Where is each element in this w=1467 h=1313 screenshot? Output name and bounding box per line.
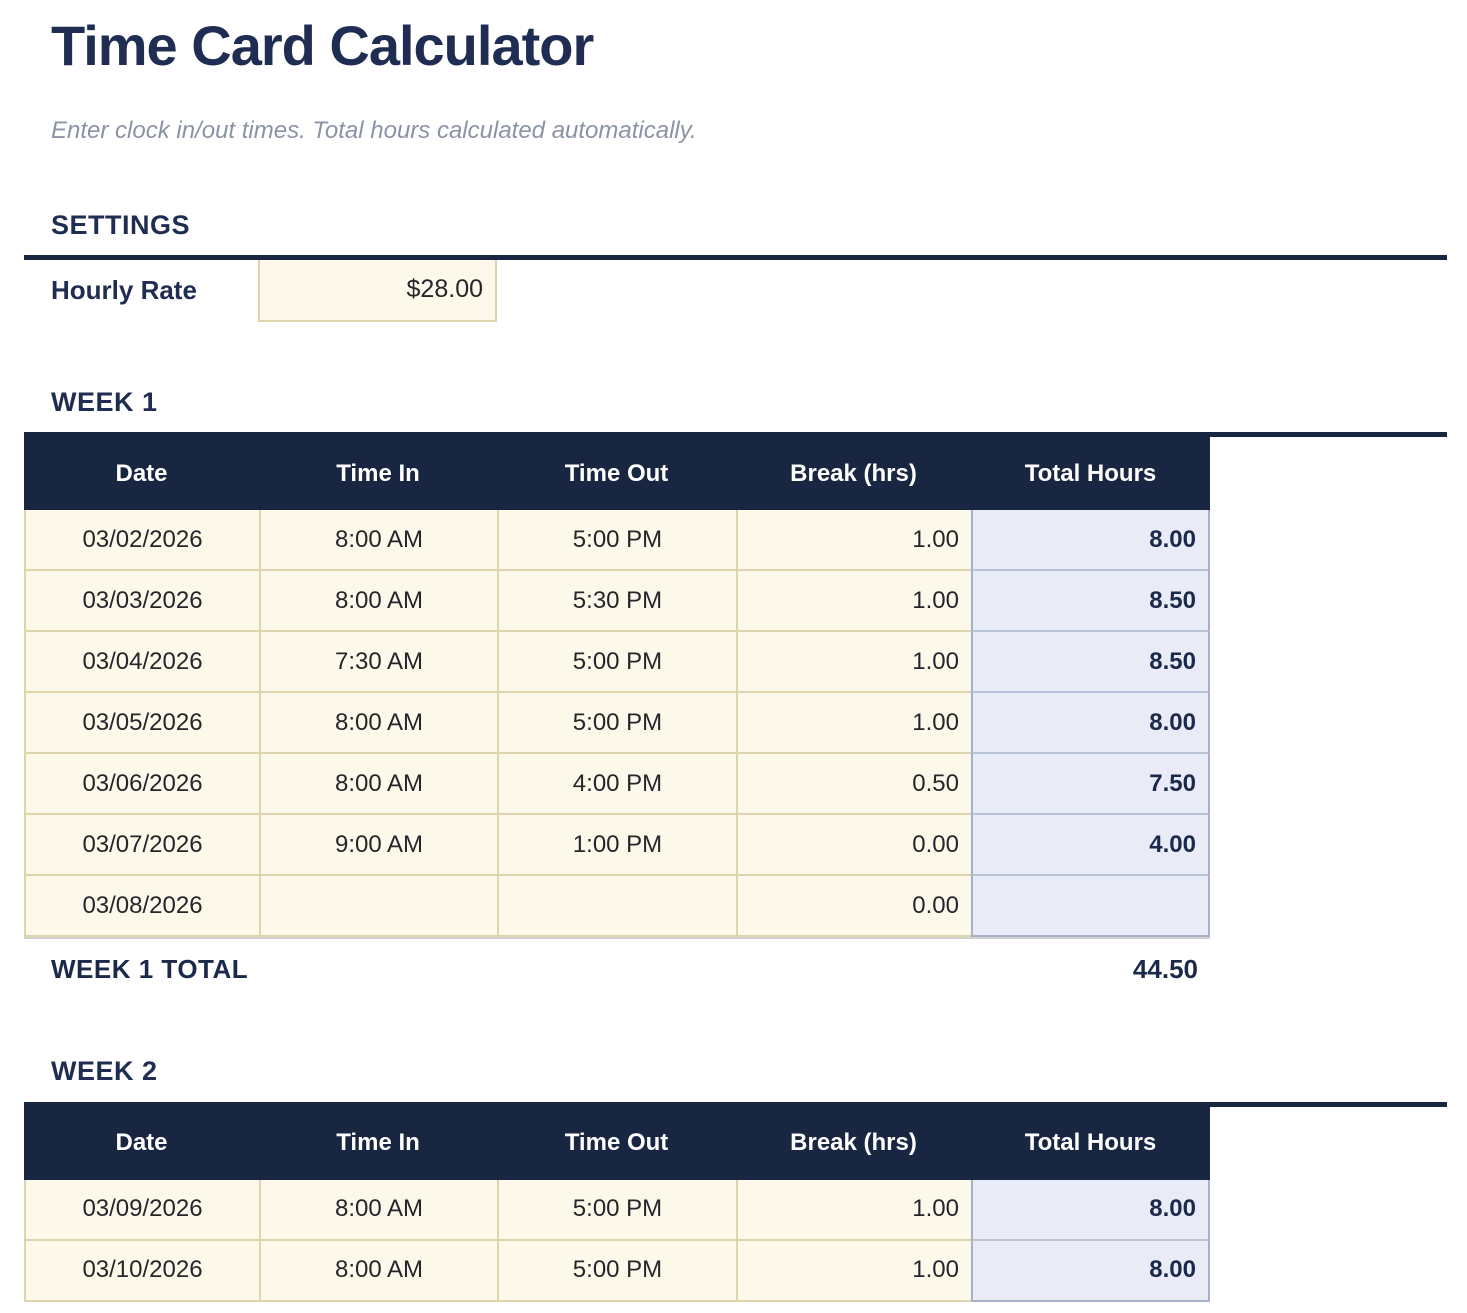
cell-total-hours: 8.50 (971, 571, 1210, 633)
hourly-rate-label: Hourly Rate (51, 275, 197, 306)
cell-time-out[interactable]: 1:00 PM (497, 815, 736, 877)
cell-total-hours: 7.50 (971, 754, 1210, 816)
table-row: 03/05/2026 8:00 AM 5:00 PM 1.00 8.00 (24, 693, 1210, 755)
cell-time-out[interactable]: 5:30 PM (497, 571, 736, 633)
week2-heading: WEEK 2 (51, 1056, 158, 1087)
cell-total-hours: 8.00 (971, 510, 1210, 572)
cell-time-out[interactable]: 5:00 PM (497, 693, 736, 755)
week1-table-wrap: Date Time In Time Out Break (hrs) Total … (24, 432, 1447, 938)
header-total-hours: Total Hours (971, 437, 1210, 511)
week1-total-value: 44.50 (1132, 953, 1198, 984)
header-date: Date (24, 1106, 259, 1180)
table-row: 03/08/2026 0.00 (24, 876, 1210, 938)
week2-table: Date Time In Time Out Break (hrs) Total … (24, 1106, 1210, 1302)
cell-date[interactable]: 03/02/2026 (24, 510, 259, 572)
cell-total-hours: 8.00 (971, 693, 1210, 755)
cell-break[interactable]: 1.00 (736, 632, 971, 694)
cell-time-in[interactable]: 9:00 AM (259, 815, 497, 877)
table-row: 03/02/2026 8:00 AM 5:00 PM 1.00 8.00 (24, 510, 1210, 572)
week1-heading: WEEK 1 (51, 386, 158, 417)
cell-time-out[interactable]: 4:00 PM (497, 754, 736, 816)
table-row: 03/03/2026 8:00 AM 5:30 PM 1.00 8.50 (24, 571, 1210, 633)
header-break: Break (hrs) (736, 1106, 971, 1180)
cell-total-hours: 8.00 (971, 1240, 1210, 1302)
cell-total-hours: 4.00 (971, 815, 1210, 877)
settings-block: Hourly Rate $28.00 (24, 254, 1447, 322)
settings-heading: SETTINGS (51, 210, 191, 241)
cell-time-out[interactable]: 5:00 PM (497, 1240, 736, 1302)
header-time-out: Time Out (497, 437, 736, 511)
cell-time-in[interactable]: 8:00 AM (259, 571, 497, 633)
cell-date[interactable]: 03/10/2026 (24, 1240, 259, 1302)
header-break: Break (hrs) (736, 437, 971, 511)
week1-total-row: WEEK 1 TOTAL 44.50 (24, 937, 1210, 999)
cell-break[interactable]: 0.50 (736, 754, 971, 816)
cell-date[interactable]: 03/06/2026 (24, 754, 259, 816)
cell-break[interactable]: 1.00 (736, 693, 971, 755)
cell-time-in[interactable]: 8:00 AM (259, 1179, 497, 1241)
table-row: 03/07/2026 9:00 AM 1:00 PM 0.00 4.00 (24, 815, 1210, 877)
cell-break[interactable]: 1.00 (736, 571, 971, 633)
cell-total-hours: 8.50 (971, 632, 1210, 694)
header-time-out: Time Out (497, 1106, 736, 1180)
cell-date[interactable]: 03/09/2026 (24, 1179, 259, 1241)
cell-time-out[interactable]: 5:00 PM (497, 632, 736, 694)
hourly-rate-input[interactable]: $28.00 (258, 259, 497, 322)
cell-time-in[interactable]: 8:00 AM (259, 693, 497, 755)
cell-time-in[interactable]: 8:00 AM (259, 754, 497, 816)
header-time-in: Time In (259, 437, 497, 511)
table-row: 03/10/2026 8:00 AM 5:00 PM 1.00 8.00 (24, 1240, 1210, 1302)
cell-time-in[interactable]: 8:00 AM (259, 510, 497, 572)
week1-table: Date Time In Time Out Break (hrs) Total … (24, 437, 1210, 938)
table-header-row: Date Time In Time Out Break (hrs) Total … (24, 437, 1210, 511)
page-title: Time Card Calculator (51, 14, 594, 77)
cell-time-out[interactable]: 5:00 PM (497, 510, 736, 572)
cell-time-in[interactable]: 7:30 AM (259, 632, 497, 694)
cell-break[interactable]: 0.00 (736, 815, 971, 877)
cell-date[interactable]: 03/08/2026 (24, 876, 259, 938)
cell-date[interactable]: 03/04/2026 (24, 632, 259, 694)
header-time-in: Time In (259, 1106, 497, 1180)
page-subtitle: Enter clock in/out times. Total hours ca… (51, 116, 697, 144)
cell-date[interactable]: 03/03/2026 (24, 571, 259, 633)
cell-total-hours (971, 876, 1210, 938)
table-header-row: Date Time In Time Out Break (hrs) Total … (24, 1106, 1210, 1180)
table-row: 03/04/2026 7:30 AM 5:00 PM 1.00 8.50 (24, 632, 1210, 694)
cell-time-in[interactable]: 8:00 AM (259, 1240, 497, 1302)
header-total-hours: Total Hours (971, 1106, 1210, 1180)
table-row: 03/06/2026 8:00 AM 4:00 PM 0.50 7.50 (24, 754, 1210, 816)
cell-time-out[interactable]: 5:00 PM (497, 1179, 736, 1241)
cell-break[interactable]: 0.00 (736, 876, 971, 938)
cell-break[interactable]: 1.00 (736, 1240, 971, 1302)
cell-date[interactable]: 03/05/2026 (24, 693, 259, 755)
cell-time-out[interactable] (497, 876, 736, 938)
week2-table-wrap: Date Time In Time Out Break (hrs) Total … (24, 1101, 1447, 1302)
week1-total-label: WEEK 1 TOTAL (51, 953, 249, 984)
header-date: Date (24, 437, 259, 511)
cell-date[interactable]: 03/07/2026 (24, 815, 259, 877)
cell-break[interactable]: 1.00 (736, 510, 971, 572)
table-row: 03/09/2026 8:00 AM 5:00 PM 1.00 8.00 (24, 1179, 1210, 1241)
cell-break[interactable]: 1.00 (736, 1179, 971, 1241)
cell-total-hours: 8.00 (971, 1179, 1210, 1241)
cell-time-in[interactable] (259, 876, 497, 938)
